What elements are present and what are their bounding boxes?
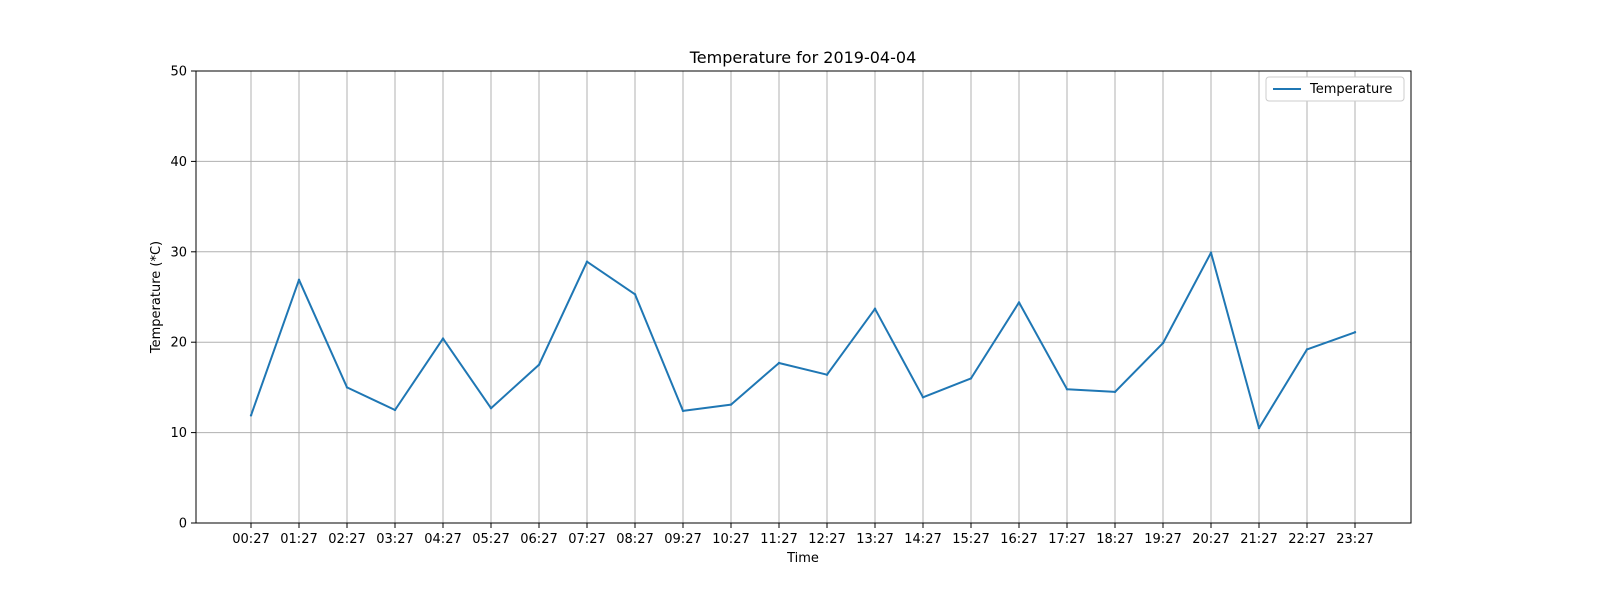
x-tick-label: 22:27 (1288, 532, 1325, 547)
x-tick-label: 15:27 (952, 532, 989, 547)
data-point (825, 373, 829, 376)
data-point (1161, 341, 1165, 345)
legend-box (1265, 76, 1405, 102)
legend-label-temperature: Temperature (1309, 82, 1392, 97)
chart-title: Temperature for 2019-04-04 (689, 48, 917, 67)
x-tick-label: 16:27 (1000, 532, 1037, 547)
x-tick-label: 08:27 (616, 532, 653, 547)
y-tick-label: 40 (170, 155, 187, 170)
data-point (1353, 331, 1357, 334)
x-tick-label: 12:27 (808, 532, 845, 547)
data-point (249, 414, 253, 417)
y-tick-label: 0 (179, 517, 187, 532)
x-tick-label: 20:27 (1192, 532, 1229, 547)
y-tick-label: 30 (170, 245, 187, 260)
data-point (729, 403, 733, 406)
data-point (1113, 390, 1117, 394)
x-tick-label: 13:27 (856, 532, 893, 547)
data-point (633, 293, 637, 296)
y-tick-label: 50 (170, 65, 187, 80)
data-point (921, 396, 925, 399)
y-tick-label: 10 (170, 426, 187, 441)
data-point (873, 307, 877, 310)
plot-frame (195, 70, 1412, 524)
data-point (1017, 301, 1021, 304)
data-point (345, 386, 349, 389)
x-tick-label: 00:27 (232, 532, 269, 547)
series-line-0 (250, 251, 1356, 430)
x-tick-label: 04:27 (424, 532, 461, 547)
data-point (297, 278, 301, 282)
y-axis-title: Temperature (*C) (149, 241, 164, 354)
data-point (777, 361, 781, 365)
x-tick-label: 03:27 (376, 532, 413, 547)
x-axis-ticks: 00:27 01:27 02:27 03:27 04:27 05:27 06:27 07:27… (232, 523, 1374, 547)
data-point (1209, 251, 1213, 254)
x-tick-label: 21:27 (1240, 532, 1277, 547)
data-point (489, 406, 493, 410)
x-tick-label: 02:27 (328, 532, 365, 547)
x-tick-label: 17:27 (1048, 532, 1085, 547)
data-point (441, 337, 445, 340)
y-tick-label: 20 (170, 336, 187, 351)
y-axis-ticks: 0 10 20 30 40 50 (170, 65, 196, 532)
x-tick-label: 05:27 (472, 532, 509, 547)
x-tick-label: 10:27 (712, 532, 749, 547)
data-point (1065, 388, 1069, 391)
data-point (393, 408, 397, 412)
data-point (1305, 348, 1309, 351)
legend: Temperature (1265, 76, 1405, 102)
x-tick-label: 06:27 (520, 532, 557, 547)
data-point (1257, 426, 1261, 430)
x-tick-label: 23:27 (1336, 532, 1373, 547)
data-point (681, 409, 685, 413)
x-tick-label: 19:27 (1144, 532, 1181, 547)
data-point (585, 260, 589, 263)
x-tick-label: 07:27 (568, 532, 605, 547)
data-point (969, 377, 973, 380)
x-axis-title: Time (786, 551, 819, 566)
data-point (537, 363, 541, 366)
series-layer (249, 251, 1357, 430)
x-tick-label: 11:27 (760, 532, 797, 547)
x-tick-label: 01:27 (280, 532, 317, 547)
x-tick-label: 14:27 (904, 532, 941, 547)
gridlines (196, 70, 1411, 524)
x-tick-label: 18:27 (1096, 532, 1133, 547)
x-tick-label: 09:27 (664, 532, 701, 547)
